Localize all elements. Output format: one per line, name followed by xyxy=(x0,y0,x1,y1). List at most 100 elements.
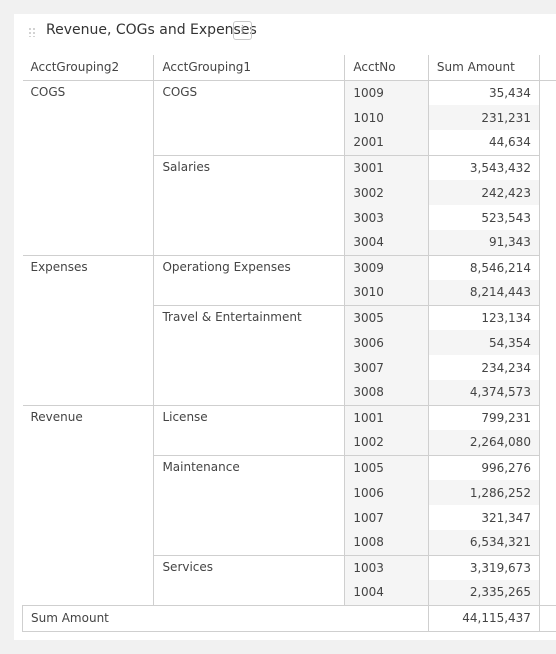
acctno-cell[interactable]: 1010 xyxy=(344,105,429,130)
group-cell-acctgrouping1[interactable]: Operationg Expenses xyxy=(153,254,346,305)
widget-header: Revenue, COGs and Expenses i xyxy=(14,14,556,48)
acctno-cell[interactable]: 3006 xyxy=(344,330,429,355)
acctno-cell[interactable]: 3004 xyxy=(344,230,429,255)
group-cell-acctgrouping2[interactable]: COGS xyxy=(22,80,155,255)
row-filler xyxy=(539,130,556,155)
acctno-cell[interactable]: 1002 xyxy=(344,430,429,455)
group-cell-acctgrouping1[interactable]: COGS xyxy=(153,80,346,155)
sum-amount-cell[interactable]: 231,231 xyxy=(428,105,540,130)
row-filler xyxy=(539,355,556,380)
row-filler xyxy=(539,280,556,305)
grand-total-value: 44,115,437 xyxy=(428,604,540,632)
sum-amount-cell[interactable]: 8,546,214 xyxy=(428,254,540,280)
acctno-cell[interactable]: 1008 xyxy=(344,530,429,555)
row-filler xyxy=(539,230,556,255)
acctno-cell[interactable]: 1004 xyxy=(344,580,429,605)
table-row: Salaries 3001 3,543,432 xyxy=(23,154,556,255)
acctno-cell[interactable]: 2001 xyxy=(344,130,429,155)
table-row: 1007 321,347 xyxy=(23,505,556,530)
sum-amount-cell[interactable]: 54,354 xyxy=(428,330,540,355)
acctno-cell[interactable]: 3007 xyxy=(344,355,429,380)
column-header-acctgrouping2[interactable]: AcctGrouping2 xyxy=(22,55,155,81)
table-row: 3010 8,214,443 xyxy=(23,280,556,305)
acctno-cell[interactable]: 1001 xyxy=(344,404,429,430)
acctno-cell[interactable]: 1003 xyxy=(344,554,429,580)
acctno-cell[interactable]: 1006 xyxy=(344,480,429,505)
row-filler xyxy=(539,305,556,330)
table-row: 1010 231,231 xyxy=(23,105,556,130)
sum-amount-cell[interactable]: 1,286,252 xyxy=(428,480,540,505)
row-filler xyxy=(539,155,556,180)
sum-amount-cell[interactable]: 321,347 xyxy=(428,505,540,530)
sum-amount-cell[interactable]: 123,134 xyxy=(428,304,540,330)
sum-amount-cell[interactable]: 3,319,673 xyxy=(428,554,540,580)
sum-amount-cell[interactable]: 35,434 xyxy=(428,80,540,105)
row-filler xyxy=(539,255,556,280)
sum-amount-cell[interactable]: 996,276 xyxy=(428,454,540,480)
group-cell-acctgrouping1[interactable]: License xyxy=(153,404,346,455)
acctno-cell[interactable]: 1009 xyxy=(344,80,429,105)
sum-amount-cell[interactable]: 2,335,265 xyxy=(428,580,540,605)
row-filler xyxy=(539,430,556,455)
row-filler xyxy=(539,180,556,205)
sum-amount-cell[interactable]: 6,534,321 xyxy=(428,530,540,555)
acctno-cell[interactable]: 3001 xyxy=(344,154,429,180)
table-row: 3002 242,423 xyxy=(23,180,556,205)
pivot-body: COGS COGS 1009 35,434 1010 231,231 2001 44,634 S… xyxy=(22,80,556,632)
group-cell-acctgrouping2[interactable]: Expenses xyxy=(22,254,155,405)
column-header-acctgrouping1[interactable]: AcctGrouping1 xyxy=(153,55,346,81)
column-header-acctno[interactable]: AcctNo xyxy=(344,55,429,81)
acctno-cell[interactable]: 1005 xyxy=(344,454,429,480)
sum-amount-cell[interactable]: 242,423 xyxy=(428,180,540,205)
table-row: COGS COGS 1009 35,434 xyxy=(22,80,556,255)
acctno-cell[interactable]: 3002 xyxy=(344,180,429,205)
header-filler xyxy=(539,55,556,81)
pivot-widget: Revenue, COGs and Expenses i AcctGroupin… xyxy=(14,14,556,640)
table-row: 3006 54,354 xyxy=(23,330,556,355)
table-row: 1002 2,264,080 xyxy=(23,430,556,455)
table-row: 1004 2,335,265 xyxy=(23,580,556,605)
acctno-cell[interactable]: 3010 xyxy=(344,280,429,305)
sum-amount-cell[interactable]: 799,231 xyxy=(428,404,540,430)
top-band xyxy=(0,0,556,6)
acctno-cell[interactable]: 3005 xyxy=(344,304,429,330)
row-filler xyxy=(539,405,556,430)
sum-amount-cell[interactable]: 2,264,080 xyxy=(428,430,540,455)
table-row: Maintenance 1005 996,276 xyxy=(23,454,556,555)
group-cell-acctgrouping2[interactable]: Revenue xyxy=(22,404,155,605)
sum-amount-cell[interactable]: 91,343 xyxy=(428,230,540,255)
sum-amount-cell[interactable]: 234,234 xyxy=(428,355,540,380)
table-row: 2001 44,634 xyxy=(23,130,556,155)
group-cell-acctgrouping1[interactable]: Travel & Entertainment xyxy=(153,304,346,405)
table-row: 1006 1,286,252 xyxy=(23,480,556,505)
group-cell-acctgrouping1[interactable]: Maintenance xyxy=(153,454,346,555)
sum-amount-cell[interactable]: 3,543,432 xyxy=(428,154,540,180)
group-cell-acctgrouping1[interactable]: Salaries xyxy=(153,154,346,255)
header-row: AcctGrouping2 AcctGrouping1 AcctNo Sum A… xyxy=(22,55,556,81)
sum-amount-cell[interactable]: 523,543 xyxy=(428,205,540,230)
sum-amount-cell[interactable]: 8,214,443 xyxy=(428,280,540,305)
table-row: 3003 523,543 xyxy=(23,205,556,230)
group-cell-acctgrouping1[interactable]: Services xyxy=(153,554,346,605)
row-filler xyxy=(539,455,556,480)
sum-amount-cell[interactable]: 4,374,573 xyxy=(428,380,540,405)
info-icon[interactable]: i xyxy=(233,21,252,40)
table-row: Revenue License 1001 799,231 xyxy=(22,404,556,605)
acctno-cell[interactable]: 1007 xyxy=(344,505,429,530)
column-header-sum-amount[interactable]: Sum Amount xyxy=(428,55,540,81)
drag-handle-icon[interactable] xyxy=(28,27,36,37)
table-row: Travel & Entertainment 3005 123,134 xyxy=(23,304,556,405)
table-row: Services 1003 3,319,673 xyxy=(23,554,556,605)
grand-total-row: Sum Amount 44,115,437 xyxy=(22,604,556,632)
table-row: 3007 234,234 xyxy=(23,355,556,380)
table-row: 1008 6,534,321 xyxy=(23,530,556,555)
acctno-cell[interactable]: 3009 xyxy=(344,254,429,280)
row-filler xyxy=(539,555,556,580)
acctno-cell[interactable]: 3003 xyxy=(344,205,429,230)
sum-amount-cell[interactable]: 44,634 xyxy=(428,130,540,155)
table-row: 3004 91,343 xyxy=(23,230,556,255)
row-filler xyxy=(539,505,556,530)
row-filler xyxy=(539,330,556,355)
acctno-cell[interactable]: 3008 xyxy=(344,380,429,405)
widget-title: Revenue, COGs and Expenses xyxy=(46,22,257,38)
